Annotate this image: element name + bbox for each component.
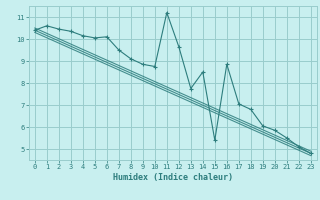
X-axis label: Humidex (Indice chaleur): Humidex (Indice chaleur) xyxy=(113,173,233,182)
